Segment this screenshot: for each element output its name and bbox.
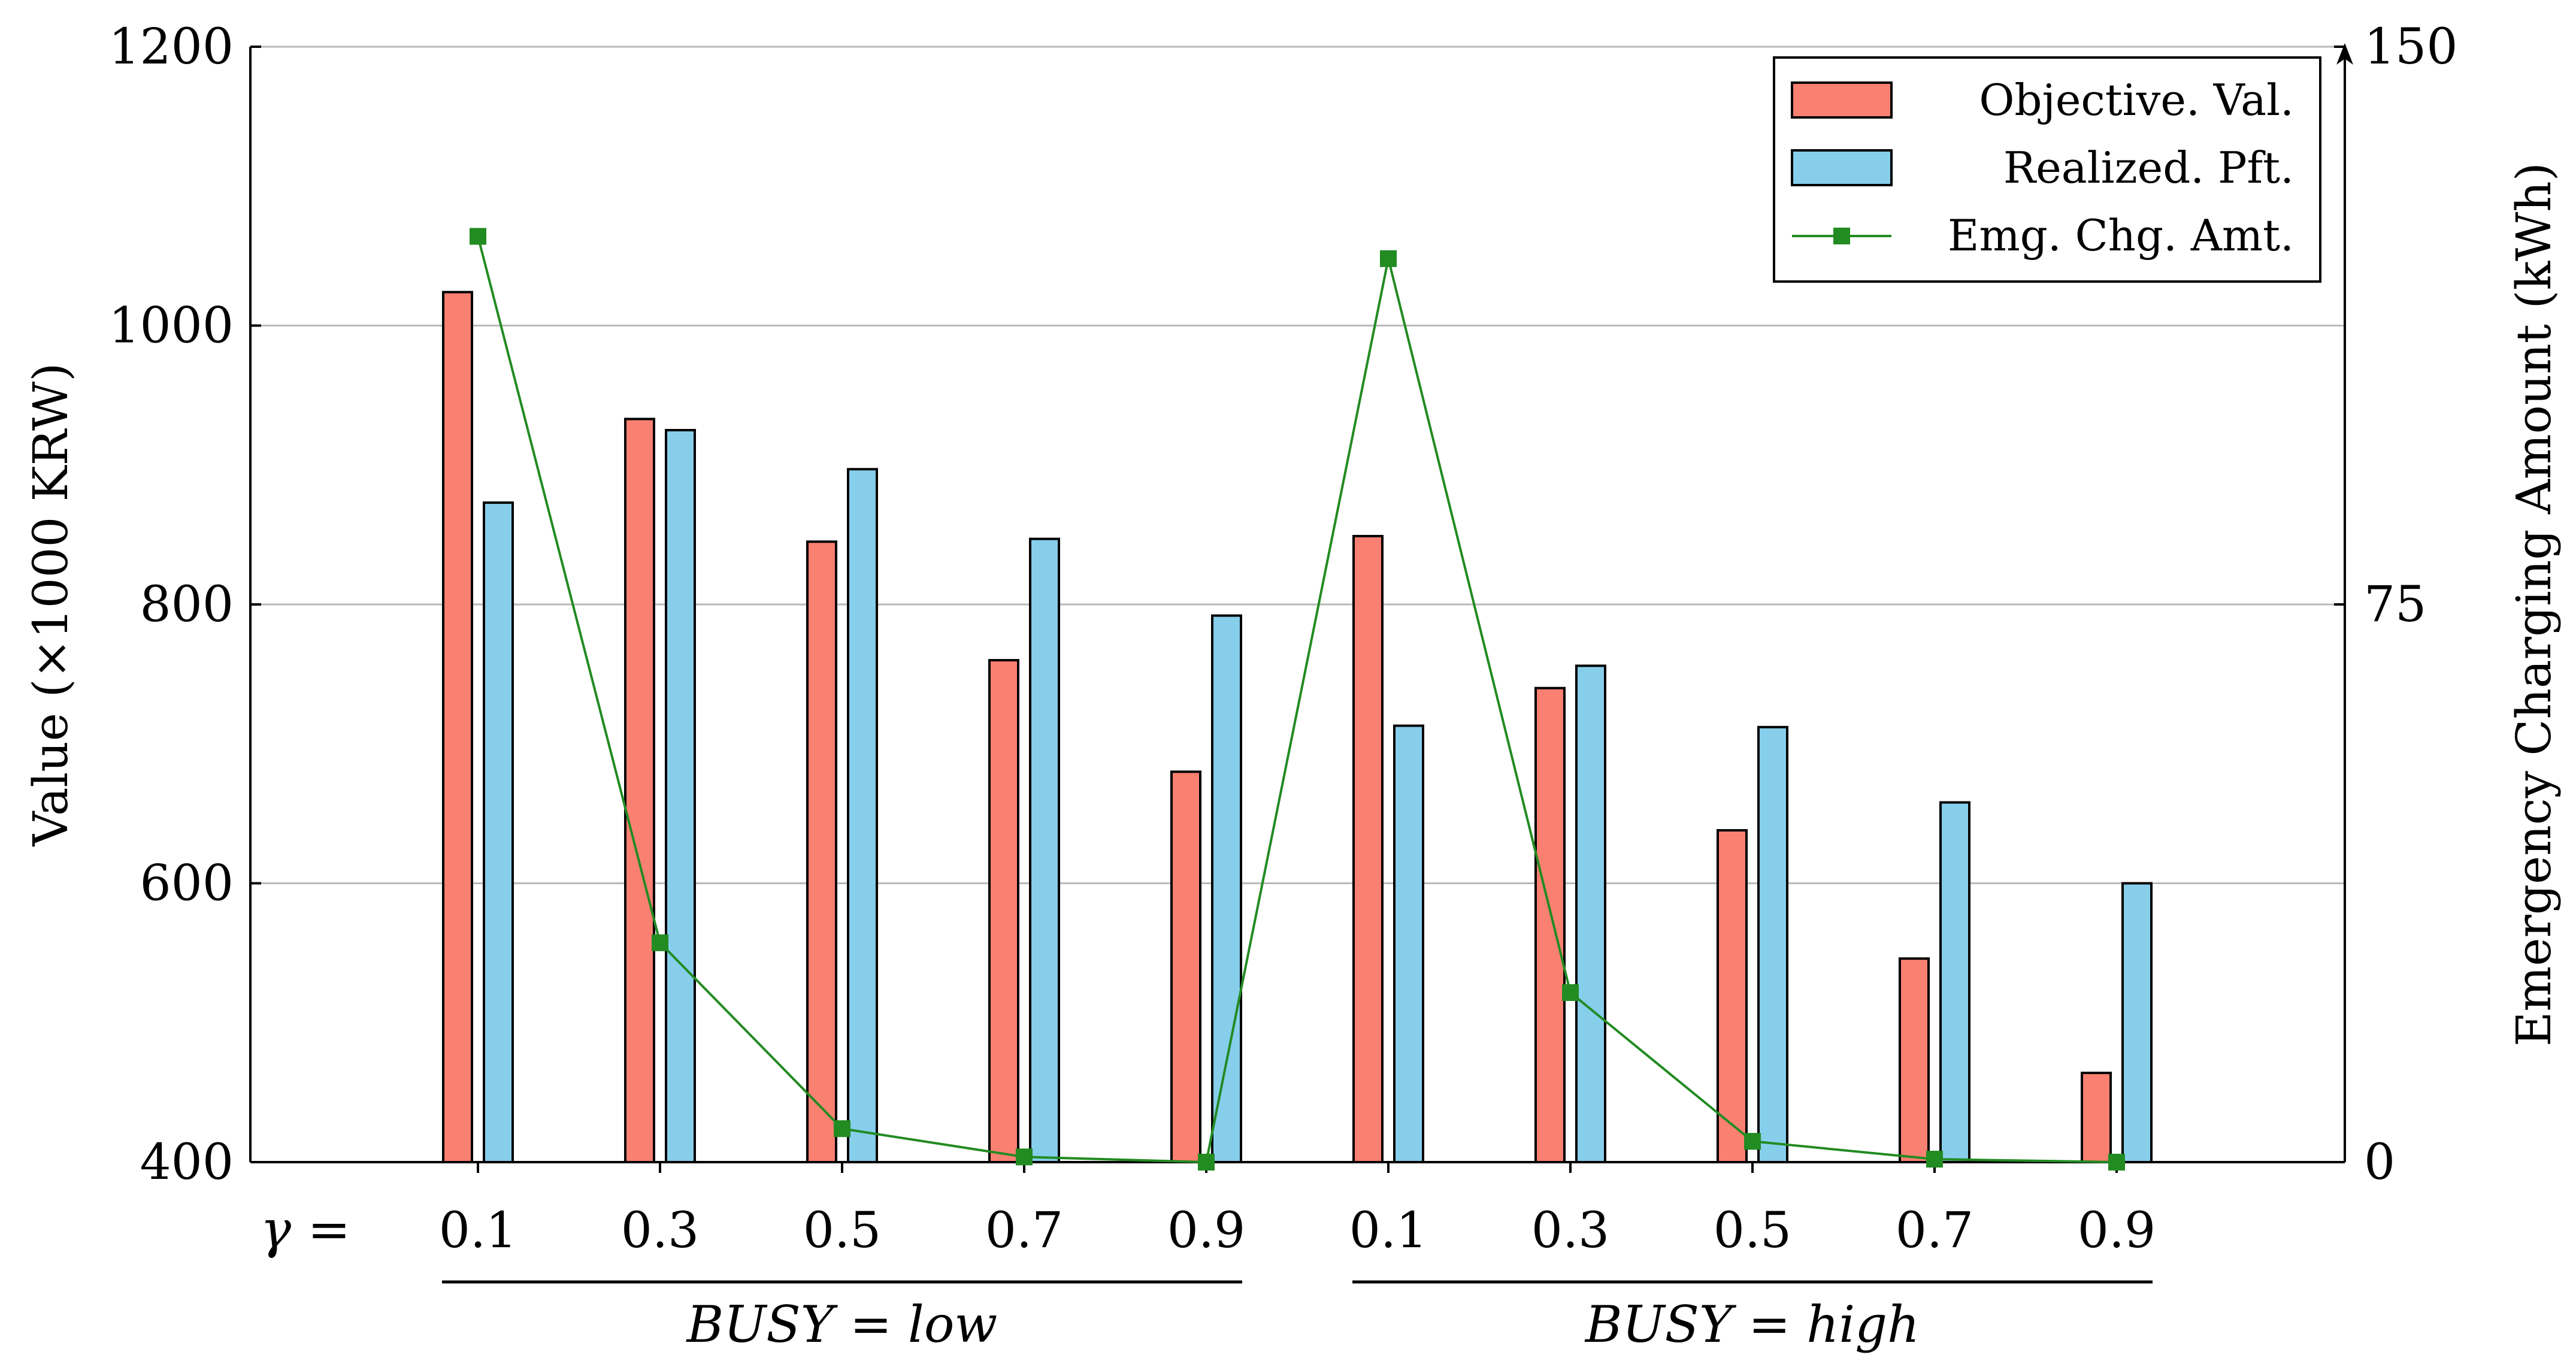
x-tick-label: 0.7 <box>1896 1202 1973 1259</box>
emergency-charge-marker <box>652 934 668 951</box>
bar-objective-value <box>1717 829 1748 1164</box>
emergency-charge-marker <box>1016 1148 1033 1166</box>
x-tick-label: 0.9 <box>2078 1202 2156 1259</box>
bar-objective-value <box>1170 770 1201 1164</box>
legend: Objective. Val. Realized. Pft. Emg. Chg. A… <box>1773 56 2321 283</box>
emergency-charge-marker <box>1562 984 1579 1001</box>
right-tick-label: 0 <box>2364 1134 2395 1191</box>
x-tick-label: 0.9 <box>1167 1202 1245 1259</box>
x-tick-labels: γ = 0.1 0.3 0.5 0.7 0.9 0.1 0.3 0.5 0.7 0.9 <box>261 1200 2156 1260</box>
bar-realized-profit <box>1939 801 1970 1163</box>
bar-realized-profit <box>1211 614 1242 1163</box>
bar-objective-value <box>1534 686 1566 1163</box>
x-tick-label: 0.3 <box>1531 1202 1609 1259</box>
emergency-charge-polyline <box>477 236 2117 1164</box>
bar-realized-profit <box>665 429 696 1163</box>
group-label-busy-low: BUSY = low <box>686 1295 998 1354</box>
bar-realized-profit <box>847 468 878 1163</box>
emergency-charge-line <box>470 228 2125 1171</box>
left-tick-label: 1200 <box>108 19 234 75</box>
emergency-charge-marker <box>1198 1154 1215 1171</box>
emergency-charge-marker <box>1926 1151 1943 1168</box>
legend-label-realized: Realized. Pft. <box>2003 143 2294 193</box>
x-tick-label: 0.1 <box>439 1202 517 1259</box>
x-tick-label: 0.1 <box>1349 1202 1427 1259</box>
x-tick-label: 0.5 <box>1714 1202 1791 1259</box>
axes: 400 600 800 1000 1200 0 75 150 Value (×1000 KRW)… <box>23 19 2562 1191</box>
bar-realized-profit <box>483 501 514 1163</box>
legend-label-emergency: Emg. Chg. Amt. <box>1948 210 2294 261</box>
left-tick-label: 600 <box>140 855 234 912</box>
x-tick-label: 0.3 <box>621 1202 699 1259</box>
bar-realized-profit <box>1393 724 1424 1164</box>
right-axis-title: Emergency Charging Amount (kWh) <box>2506 162 2562 1047</box>
bar-objective-value <box>442 291 473 1163</box>
gamma-label: γ = <box>261 1200 351 1260</box>
bar-objective-value <box>988 659 1019 1163</box>
bars <box>442 291 2153 1164</box>
bar-objective-value <box>2081 1072 2112 1164</box>
group-labels: BUSY = low BUSY = high <box>442 1280 2153 1354</box>
emergency-charge-marker <box>2108 1154 2125 1171</box>
legend-marker-emergency <box>1833 228 1850 244</box>
group-label-busy-high: BUSY = high <box>1584 1295 1920 1354</box>
emergency-charge-marker <box>470 228 486 245</box>
right-axis-arrow <box>2336 43 2353 65</box>
left-tick-label: 400 <box>140 1134 234 1191</box>
legend-swatch-realized <box>1791 149 1893 186</box>
legend-swatch-objective <box>1791 81 1893 119</box>
right-tick-label: 75 <box>2364 576 2426 633</box>
bar-realized-profit <box>1575 664 1606 1164</box>
left-axis-title: Value (×1000 KRW) <box>23 363 78 847</box>
bar-objective-value <box>1899 957 1930 1164</box>
bar-realized-profit <box>2121 882 2153 1163</box>
x-tick-label: 0.7 <box>985 1202 1063 1259</box>
bar-objective-value <box>806 540 837 1164</box>
bar-realized-profit <box>1757 725 1788 1163</box>
left-tick-label: 1000 <box>108 298 234 355</box>
emergency-charge-marker <box>1380 250 1397 267</box>
emergency-charge-marker <box>834 1120 850 1138</box>
emergency-charge-marker <box>1744 1133 1761 1150</box>
x-tick-label: 0.5 <box>803 1202 881 1259</box>
legend-label-objective: Objective. Val. <box>1979 75 2294 125</box>
bar-objective-value <box>624 418 655 1163</box>
left-tick-label: 800 <box>140 576 234 633</box>
bar-realized-profit <box>1029 537 1060 1163</box>
right-tick-label: 150 <box>2364 19 2458 75</box>
bar-objective-value <box>1352 534 1384 1163</box>
